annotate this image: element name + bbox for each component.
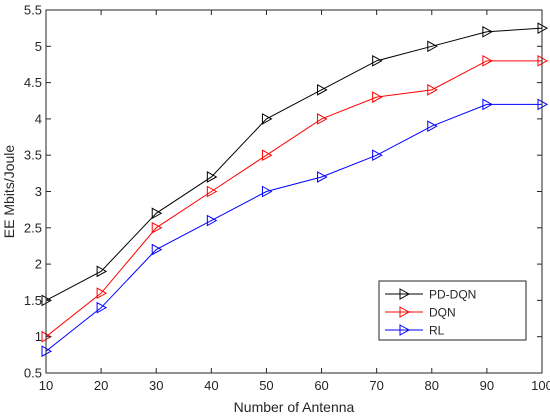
data-point-pd-dqn	[482, 25, 493, 38]
x-tick-label: 100	[531, 378, 550, 393]
data-point-dqn	[206, 185, 218, 198]
x-axis-label: Number of Antenna	[234, 399, 355, 415]
x-tick-label: 60	[314, 378, 328, 393]
data-point-pd-dqn	[261, 113, 273, 125]
y-tick-label: 5.5	[24, 3, 42, 18]
data-point-pd-dqn	[427, 40, 438, 53]
series-line-rl	[45, 103, 542, 352]
data-point-pd-dqn	[372, 54, 383, 67]
series-line-dqn	[45, 60, 542, 338]
y-tick-label: 4.5	[24, 75, 42, 90]
data-point-dqn	[317, 113, 328, 125]
data-point-dqn	[96, 287, 108, 299]
y-axis-label: EE Mbits/Joule	[1, 145, 17, 239]
data-point-rl	[151, 243, 163, 256]
x-tick-label: 80	[425, 378, 439, 393]
legend-marker-rl	[399, 324, 411, 336]
y-tick-label: 2	[35, 257, 42, 272]
y-tick-label: 5	[35, 39, 42, 54]
data-point-rl	[372, 149, 383, 162]
x-tick-label: 20	[94, 378, 108, 393]
y-tick-label: 2.5	[24, 220, 42, 235]
y-tick-label: 0.5	[24, 366, 42, 381]
y-tick-label: 3.5	[24, 148, 42, 163]
y-tick-label: 1	[35, 329, 42, 344]
data-point-dqn	[261, 149, 273, 162]
legend-label-rl: RL	[429, 324, 445, 338]
x-tick-label: 30	[149, 378, 163, 393]
data-point-dqn	[151, 221, 163, 234]
data-point-pd-dqn	[317, 84, 328, 96]
data-point-dqn	[427, 84, 438, 96]
legend-marker-pd-dqn	[399, 288, 411, 300]
y-axis-ticks: 0.5 1 1.5 2 2.5 3 3.5 4 4.5 5 5.5	[24, 3, 542, 381]
data-point-pd-dqn	[206, 171, 218, 183]
legend-label-dqn: DQN	[429, 306, 456, 320]
data-point-dqn	[482, 54, 493, 67]
x-axis-ticks: 10 20 30 40 50 60 70 80 90 100	[39, 10, 550, 393]
y-tick-label: 1.5	[24, 293, 42, 308]
data-point-pd-dqn	[96, 265, 108, 278]
legend-marker-dqn	[399, 306, 411, 318]
data-point-pd-dqn	[151, 207, 163, 220]
data-point-rl	[482, 98, 493, 111]
data-point-rl	[206, 214, 218, 227]
data-point-rl	[317, 171, 328, 183]
x-tick-label: 50	[259, 378, 273, 393]
y-tick-label: 4	[35, 111, 42, 126]
x-tick-label: 40	[204, 378, 218, 393]
x-tick-label: 10	[39, 378, 53, 393]
legend-label-pd-dqn: PD-DQN	[429, 288, 476, 302]
legend: PD-DQN DQN RL	[378, 280, 527, 341]
data-point-dqn	[372, 91, 383, 103]
data-point-rl	[427, 120, 438, 133]
x-tick-label: 90	[480, 378, 494, 393]
series-line-pd-dqn	[45, 27, 543, 301]
series-pd-dqn	[41, 22, 549, 307]
x-tick-label: 70	[369, 378, 383, 393]
data-point-rl	[96, 301, 108, 314]
y-tick-label: 3	[35, 184, 42, 199]
data-point-rl	[261, 185, 273, 198]
